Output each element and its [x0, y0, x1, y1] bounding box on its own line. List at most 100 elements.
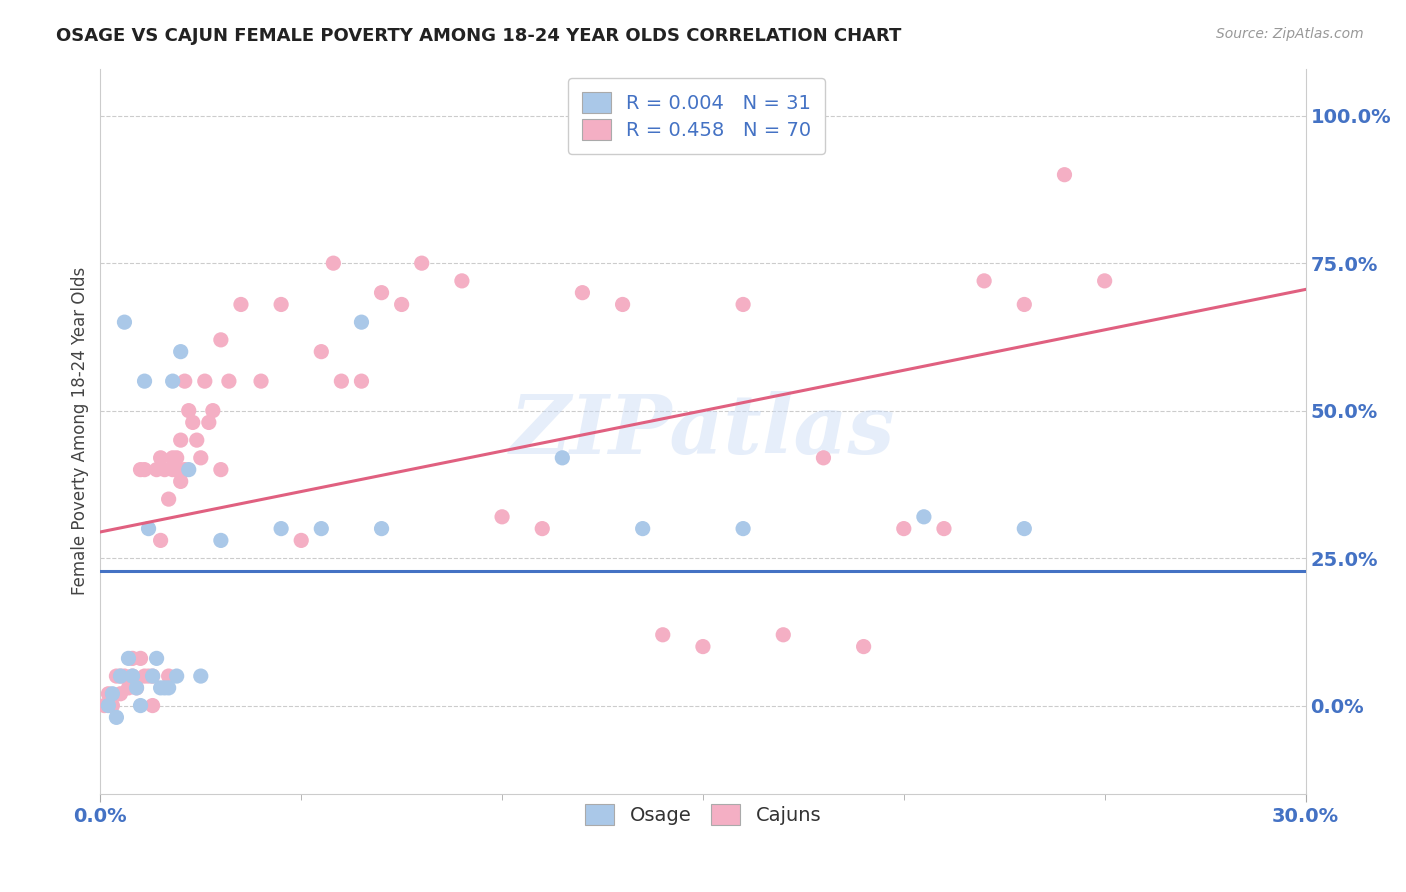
Text: ZIPatlas: ZIPatlas: [510, 392, 896, 471]
Point: [134, 669, 156, 683]
Y-axis label: Female Poverty Among 18-24 Year Olds: Female Poverty Among 18-24 Year Olds: [72, 268, 89, 595]
Point: [170, 433, 193, 447]
Point: [114, 315, 136, 329]
Point: [290, 533, 312, 548]
Point: [142, 669, 165, 683]
Point: [149, 450, 172, 465]
Point: [157, 492, 180, 507]
Point: [1094, 274, 1116, 288]
Point: [177, 462, 200, 476]
Point: [153, 462, 176, 476]
Point: [93, 698, 115, 713]
Point: [733, 522, 755, 536]
Point: [852, 640, 875, 654]
Point: [250, 374, 273, 388]
Text: OSAGE VS CAJUN FEMALE POVERTY AMONG 18-24 YEAR OLDS CORRELATION CHART: OSAGE VS CAJUN FEMALE POVERTY AMONG 18-2…: [56, 27, 901, 45]
Point: [125, 681, 148, 695]
Point: [162, 450, 184, 465]
Point: [153, 681, 176, 695]
Point: [209, 533, 232, 548]
Point: [311, 522, 333, 536]
Point: [370, 522, 392, 536]
Point: [186, 433, 208, 447]
Point: [129, 651, 152, 665]
Point: [138, 669, 160, 683]
Point: [893, 522, 915, 536]
Point: [190, 450, 212, 465]
Point: [350, 315, 373, 329]
Point: [1014, 297, 1036, 311]
Point: [166, 450, 188, 465]
Point: [350, 374, 373, 388]
Point: [270, 522, 292, 536]
Point: [170, 344, 193, 359]
Point: [631, 522, 654, 536]
Point: [121, 651, 143, 665]
Point: [121, 669, 143, 683]
Point: [198, 416, 221, 430]
Point: [311, 344, 333, 359]
Point: [97, 698, 120, 713]
Text: Source: ZipAtlas.com: Source: ZipAtlas.com: [1216, 27, 1364, 41]
Point: [932, 522, 955, 536]
Point: [149, 681, 172, 695]
Point: [190, 669, 212, 683]
Point: [166, 462, 188, 476]
Point: [1014, 522, 1036, 536]
Point: [201, 403, 224, 417]
Point: [134, 374, 156, 388]
Point: [391, 297, 413, 311]
Point: [145, 651, 167, 665]
Point: [571, 285, 593, 300]
Point: [411, 256, 433, 270]
Point: [129, 462, 152, 476]
Point: [117, 651, 139, 665]
Point: [166, 669, 188, 683]
Point: [218, 374, 240, 388]
Point: [110, 669, 132, 683]
Point: [101, 687, 124, 701]
Point: [173, 462, 195, 476]
Point: [110, 687, 132, 701]
Point: [229, 297, 252, 311]
Point: [101, 698, 124, 713]
Point: [209, 462, 232, 476]
Point: [117, 681, 139, 695]
Point: [733, 297, 755, 311]
Point: [138, 522, 160, 536]
Point: [157, 669, 180, 683]
Point: [129, 698, 152, 713]
Point: [162, 374, 184, 388]
Point: [110, 669, 132, 683]
Point: [612, 297, 634, 311]
Point: [370, 285, 392, 300]
Point: [142, 698, 165, 713]
Point: [531, 522, 554, 536]
Point: [125, 681, 148, 695]
Point: [177, 403, 200, 417]
Point: [330, 374, 353, 388]
Point: [551, 450, 574, 465]
Point: [322, 256, 344, 270]
Point: [105, 710, 128, 724]
Point: [912, 509, 935, 524]
Point: [121, 669, 143, 683]
Point: [157, 681, 180, 695]
Point: [973, 274, 995, 288]
Point: [134, 462, 156, 476]
Point: [813, 450, 835, 465]
Point: [114, 669, 136, 683]
Point: [491, 509, 513, 524]
Point: [105, 669, 128, 683]
Point: [692, 640, 714, 654]
Point: [162, 462, 184, 476]
Point: [145, 462, 167, 476]
Point: [1053, 168, 1076, 182]
Point: [209, 333, 232, 347]
Point: [194, 374, 217, 388]
Point: [451, 274, 474, 288]
Point: [142, 669, 165, 683]
Point: [173, 374, 195, 388]
Point: [270, 297, 292, 311]
Point: [149, 533, 172, 548]
